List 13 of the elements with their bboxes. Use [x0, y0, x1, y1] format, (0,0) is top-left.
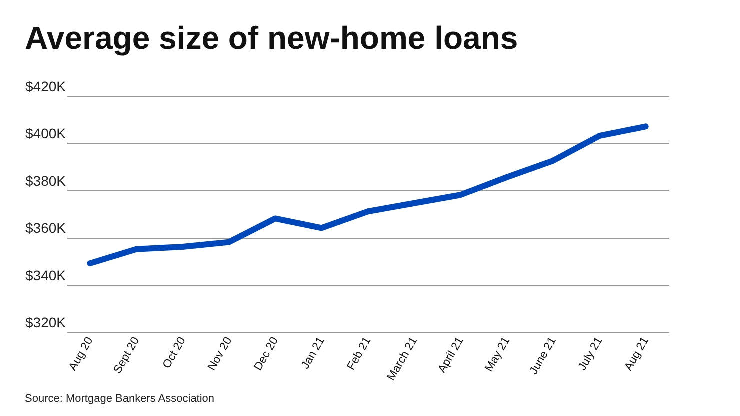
y-tick-label: $360K — [26, 220, 67, 236]
y-tick-label: $420K — [26, 78, 67, 94]
x-tick-label: Feb 21 — [345, 336, 374, 373]
y-tick-label: $320K — [26, 314, 67, 330]
x-tick-label: Dec 20 — [252, 336, 282, 374]
x-tick-label: Nov 20 — [206, 336, 235, 374]
y-tick-label: $380K — [26, 172, 67, 189]
y-tick-label: $340K — [26, 267, 67, 284]
y-tick-label: $400K — [26, 126, 67, 142]
chart-title: Average size of new-home loans — [25, 20, 518, 56]
source-note: Source: Mortgage Bankers Association — [25, 393, 215, 405]
x-tick-label: Oct 20 — [161, 336, 188, 371]
x-tick-label: Jan 21 — [300, 336, 328, 372]
